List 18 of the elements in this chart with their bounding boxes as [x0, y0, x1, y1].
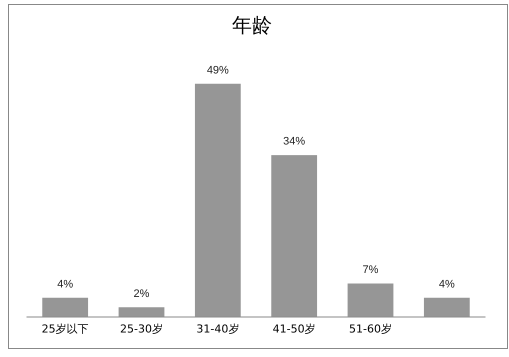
bar: [424, 298, 470, 317]
data-label: 34%: [283, 136, 306, 148]
data-label: 2%: [134, 288, 150, 300]
x-tick-label: 41-50岁: [272, 322, 316, 336]
bar: [194, 84, 241, 317]
data-label: 4%: [57, 278, 74, 290]
bar: [42, 298, 88, 317]
chart-title: 年龄: [232, 13, 272, 38]
x-tick-label: 25-30岁: [120, 322, 163, 336]
x-tick-label: 51-60岁: [349, 322, 392, 336]
bar: [118, 307, 164, 317]
x-tick-label: 25岁以下: [42, 322, 89, 336]
x-tick-label: 31-40岁: [196, 322, 240, 336]
bar: [348, 284, 394, 317]
data-label: 4%: [438, 278, 455, 290]
bar: [271, 155, 318, 317]
data-label: 7%: [362, 264, 379, 276]
data-label: 49%: [206, 64, 230, 76]
